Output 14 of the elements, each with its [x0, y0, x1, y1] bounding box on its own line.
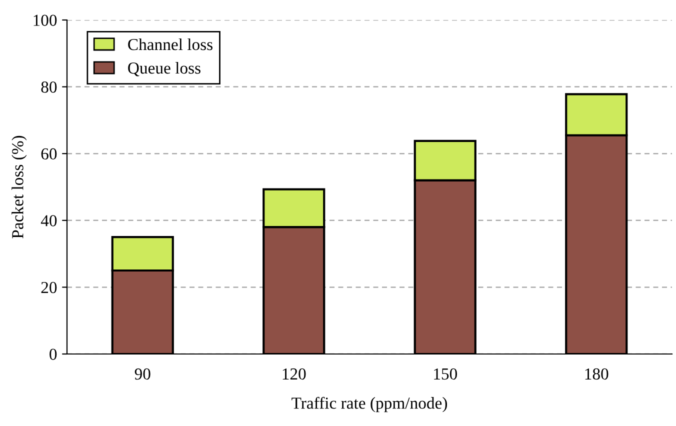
legend-label: Queue loss: [128, 62, 200, 76]
x-tick-label: 120: [282, 368, 306, 380]
y-tick-label: 20: [41, 282, 57, 294]
x-tick-label: 180: [585, 368, 608, 380]
x-tick-label: 150: [434, 368, 457, 380]
y-axis-title: Packet loss (%): [12, 136, 27, 238]
y-tick-label: 40: [40, 215, 57, 226]
legend-label: Channel loss: [128, 38, 212, 50]
y-tick-label: 60: [41, 148, 57, 160]
y-tick-label: 0: [50, 348, 57, 360]
y-tick-label: 80: [41, 82, 57, 93]
x-tick-label: 90: [134, 368, 150, 380]
x-axis-title: Traffic rate (ppm/node): [292, 396, 447, 412]
y-tick-label: 100: [34, 14, 57, 26]
